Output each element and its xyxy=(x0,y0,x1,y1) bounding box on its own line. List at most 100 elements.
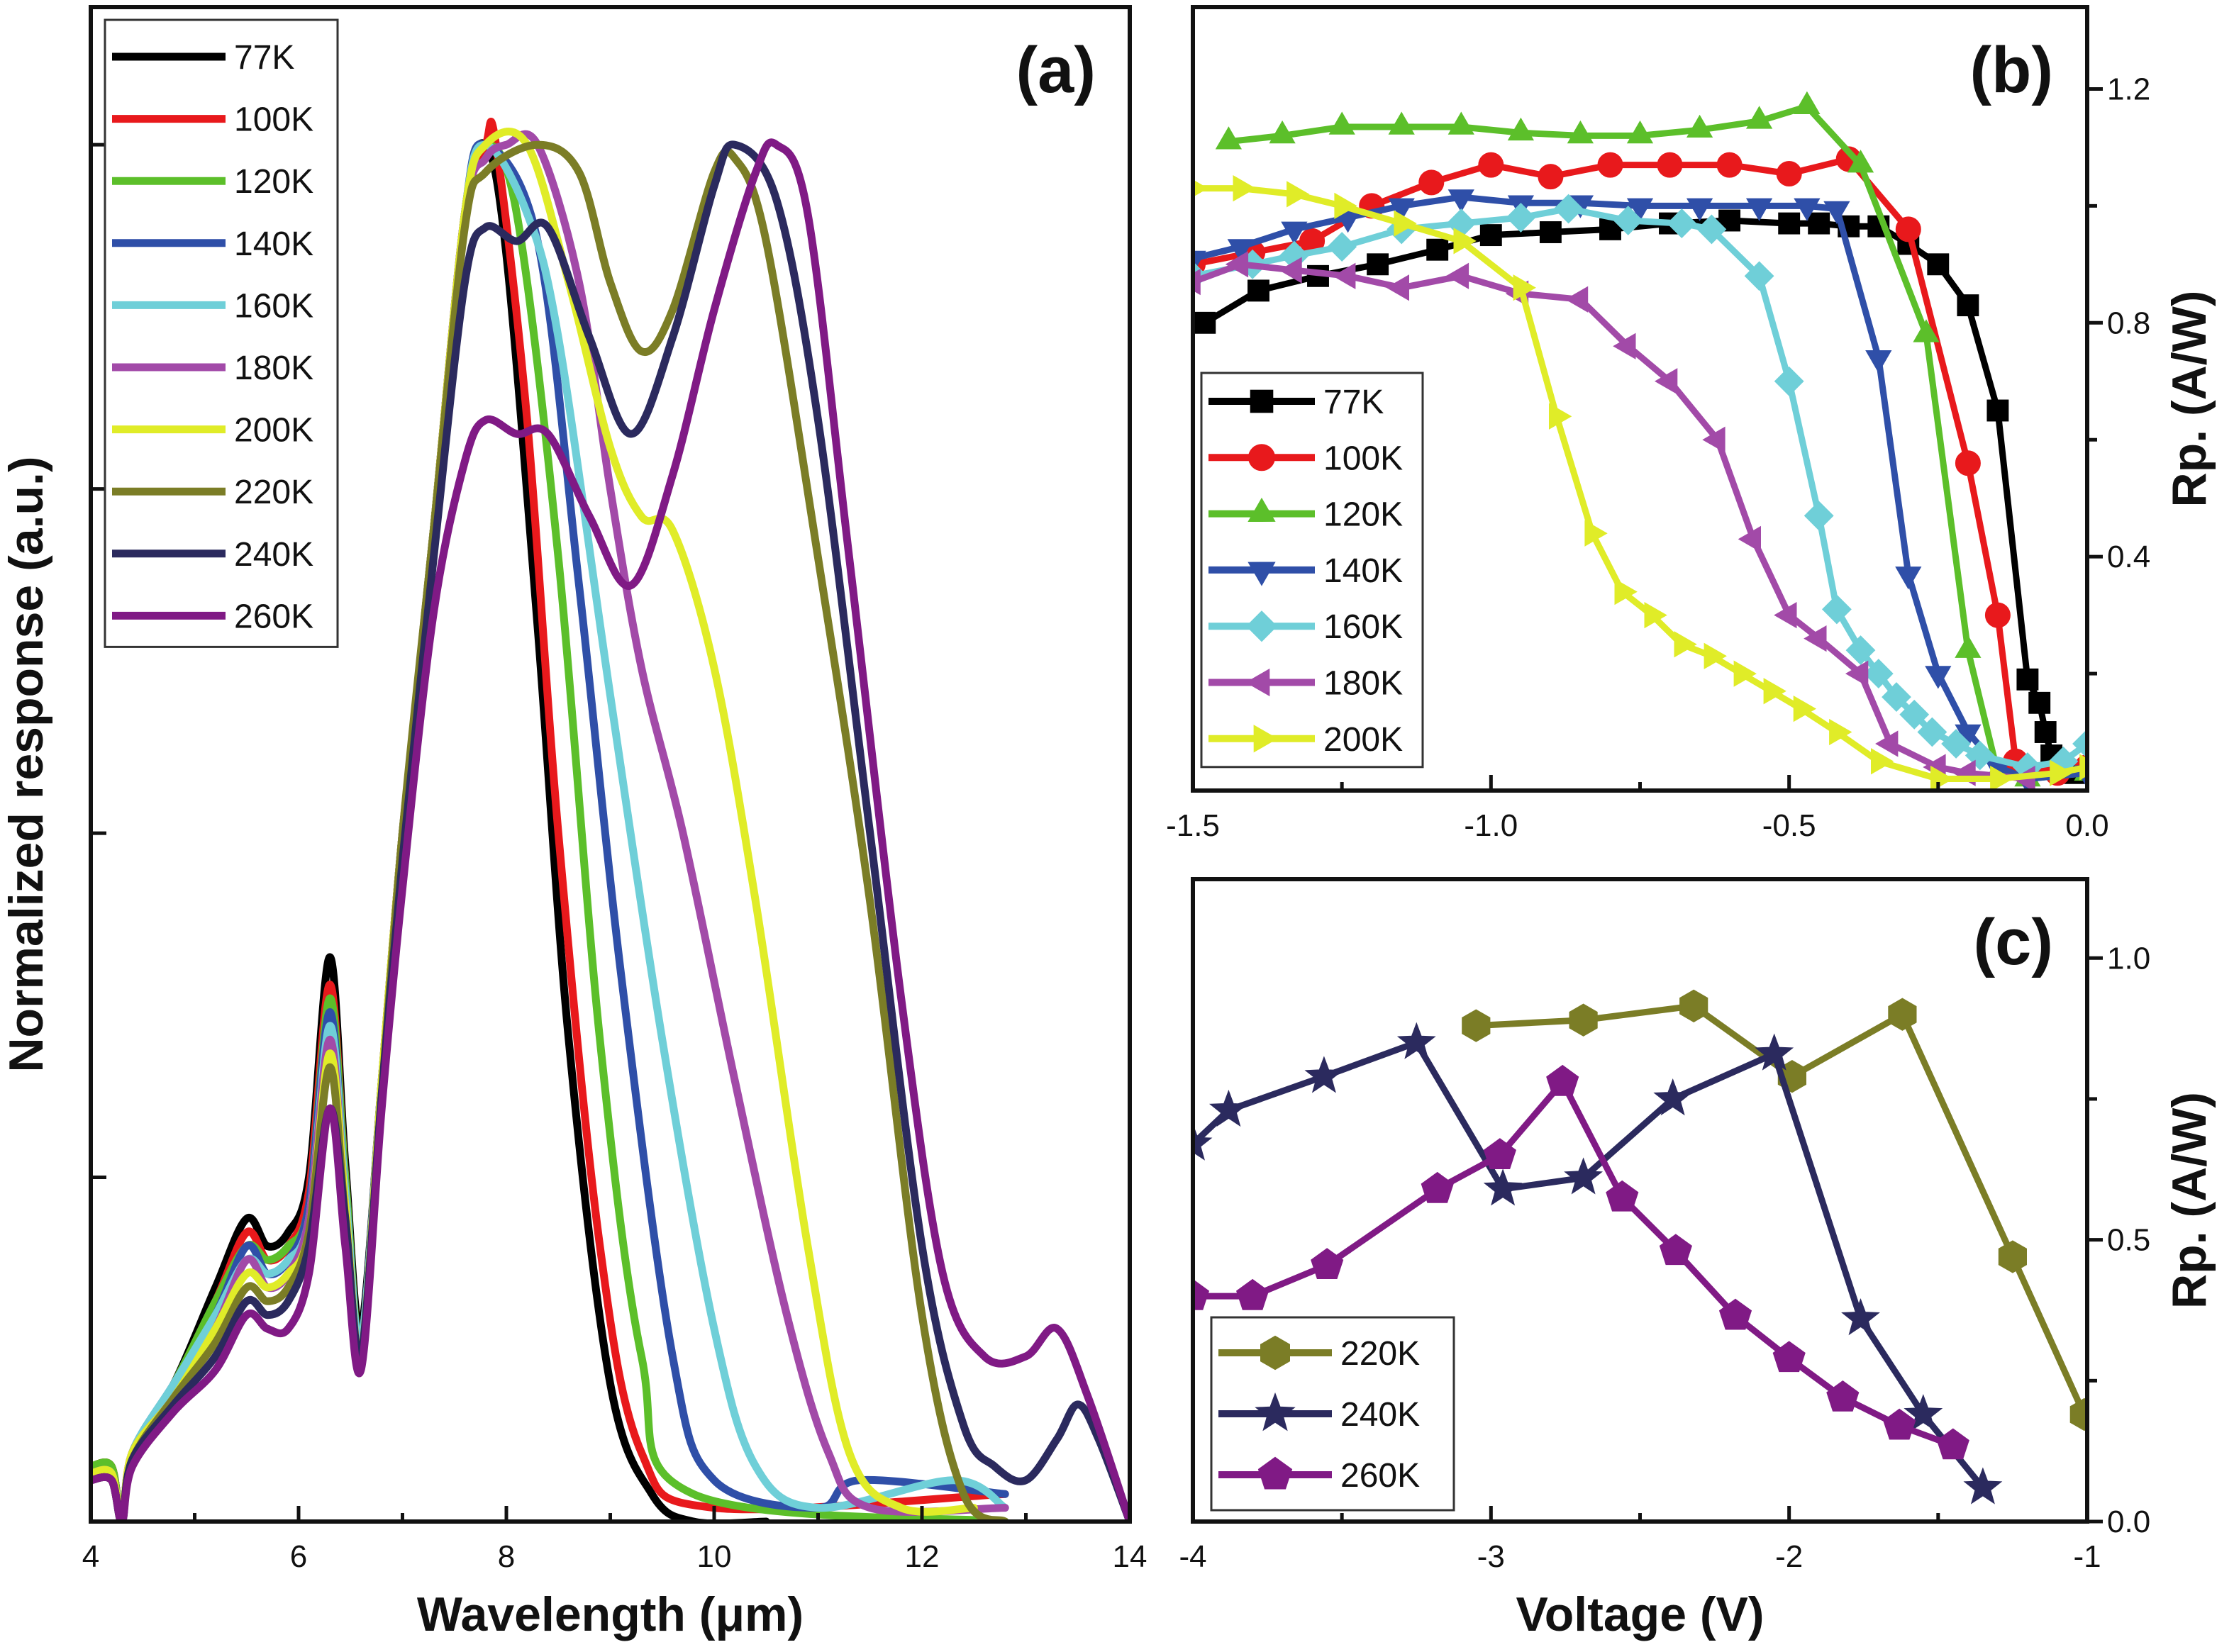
panel-label: (a) xyxy=(1016,34,1096,106)
x-tick-label: 12 xyxy=(905,1539,940,1574)
marker-circle xyxy=(1657,152,1683,178)
marker-square xyxy=(2016,668,2039,691)
y-tick-label: 0.0 xyxy=(2107,1505,2150,1539)
marker-triangle-right xyxy=(1233,174,1256,202)
marker-hexagon xyxy=(2069,1397,2087,1431)
triangle-right-marker xyxy=(1930,765,1954,791)
marker-square xyxy=(1927,253,1950,276)
triangle-down-marker xyxy=(1745,198,1773,221)
pentagon-marker xyxy=(1936,1428,1969,1460)
marker-square xyxy=(1426,238,1449,261)
circle-marker xyxy=(1955,450,1981,476)
marker-pentagon xyxy=(1826,1380,1860,1412)
marker-pentagon xyxy=(1883,1408,1916,1440)
marker-diamond xyxy=(1327,232,1357,262)
marker-triangle-down xyxy=(1925,666,1952,689)
marker-square xyxy=(2028,691,2051,714)
marker-triangle-up xyxy=(1507,117,1535,141)
marker-hexagon xyxy=(1462,1009,1491,1042)
triangle-left-marker xyxy=(1279,257,1302,284)
marker-square xyxy=(1367,253,1389,276)
triangle-right-marker xyxy=(1763,678,1786,705)
marker-star xyxy=(1255,1392,1296,1431)
line-200K xyxy=(1193,185,2087,782)
x-tick-label: 6 xyxy=(290,1539,307,1574)
marker-square xyxy=(1250,389,1274,413)
marker-diamond xyxy=(1553,194,1584,224)
circle-marker xyxy=(1538,164,1564,190)
marker-triangle-right xyxy=(1763,678,1786,705)
square-marker xyxy=(1986,399,2009,422)
legend-label: 100K xyxy=(234,101,313,139)
legend-item: 100K xyxy=(112,101,313,139)
triangle-down-marker xyxy=(1281,221,1308,245)
marker-triangle-up xyxy=(1567,120,1594,144)
triangle-right-marker xyxy=(1990,765,2013,791)
marker-circle xyxy=(1418,169,1445,196)
series-group xyxy=(91,118,1130,1522)
circle-marker xyxy=(1895,216,1921,242)
marker-star xyxy=(1304,1056,1344,1093)
marker-pentagon xyxy=(1483,1138,1516,1170)
triangle-left-marker xyxy=(1654,368,1678,395)
triangle-down-marker xyxy=(1686,198,1713,221)
triangle-up-marker xyxy=(1745,106,1773,129)
marker-circle xyxy=(1597,152,1623,178)
marker-triangle-down xyxy=(1281,221,1308,245)
triangle-left-marker xyxy=(1386,274,1409,301)
y-tick-label: 1.0 xyxy=(2107,941,2150,976)
marker-diamond xyxy=(1804,501,1834,531)
marker-square xyxy=(1194,311,1216,334)
hexagon-marker xyxy=(1462,1009,1491,1042)
marker-triangle-up xyxy=(1328,111,1355,135)
circle-marker xyxy=(1478,152,1504,178)
marker-triangle-left xyxy=(1613,333,1636,359)
square-marker xyxy=(1718,209,1741,232)
triangle-right-marker xyxy=(1287,181,1310,208)
marker-triangle-down xyxy=(1193,250,1206,274)
triangle-right-marker xyxy=(1394,210,1417,237)
marker-star xyxy=(1653,1078,1693,1116)
hexagon-marker xyxy=(1569,1003,1598,1037)
star-marker xyxy=(1208,1089,1248,1127)
marker-triangle-up xyxy=(1913,319,1940,342)
triangle-down-marker xyxy=(1626,198,1654,221)
marker-triangle-right xyxy=(1394,210,1417,237)
y-tick-label: 0.8 xyxy=(2107,306,2150,340)
panel-label: (b) xyxy=(1970,34,2053,106)
x-tick-label: -3 xyxy=(1477,1539,1505,1574)
triangle-up-marker xyxy=(1567,120,1594,144)
marker-triangle-left xyxy=(1804,625,1827,652)
triangle-left-marker xyxy=(1774,601,1797,629)
triangle-up-marker xyxy=(1686,114,1713,138)
marker-pentagon xyxy=(1193,1278,1210,1310)
x-tick-label: 8 xyxy=(498,1539,515,1574)
marker-triangle-down xyxy=(1227,239,1254,262)
legend-box xyxy=(104,18,339,648)
x-tick-label: -1.0 xyxy=(1464,808,1518,843)
series-220K xyxy=(1462,989,2087,1431)
square-marker xyxy=(2028,691,2051,714)
triangle-right-marker xyxy=(1233,174,1256,202)
marker-triangle-up xyxy=(1215,126,1243,150)
marker-triangle-right xyxy=(1584,520,1608,547)
legend-item: 140K xyxy=(1208,552,1403,590)
x-tick-label: -2 xyxy=(1775,1539,1803,1574)
triangle-up-marker xyxy=(1247,497,1276,523)
square-marker xyxy=(1927,253,1950,276)
legend-item: 160K xyxy=(112,287,313,325)
marker-diamond xyxy=(1774,366,1804,396)
marker-triangle-left xyxy=(1225,251,1249,278)
marker-hexagon xyxy=(1679,989,1708,1022)
triangle-right-marker xyxy=(1793,695,1817,722)
marker-hexagon xyxy=(1998,1240,2027,1273)
legend-item: 120K xyxy=(1208,496,1403,534)
triangle-right-marker xyxy=(1253,725,1278,753)
triangle-down-marker xyxy=(1794,198,1821,221)
marker-square xyxy=(1778,212,1801,235)
series-200K xyxy=(1193,174,2087,791)
legend-item: 180K xyxy=(1208,665,1403,703)
x-axis-title: Voltage (V) xyxy=(1516,1587,1764,1641)
marker-pentagon xyxy=(1718,1298,1752,1330)
